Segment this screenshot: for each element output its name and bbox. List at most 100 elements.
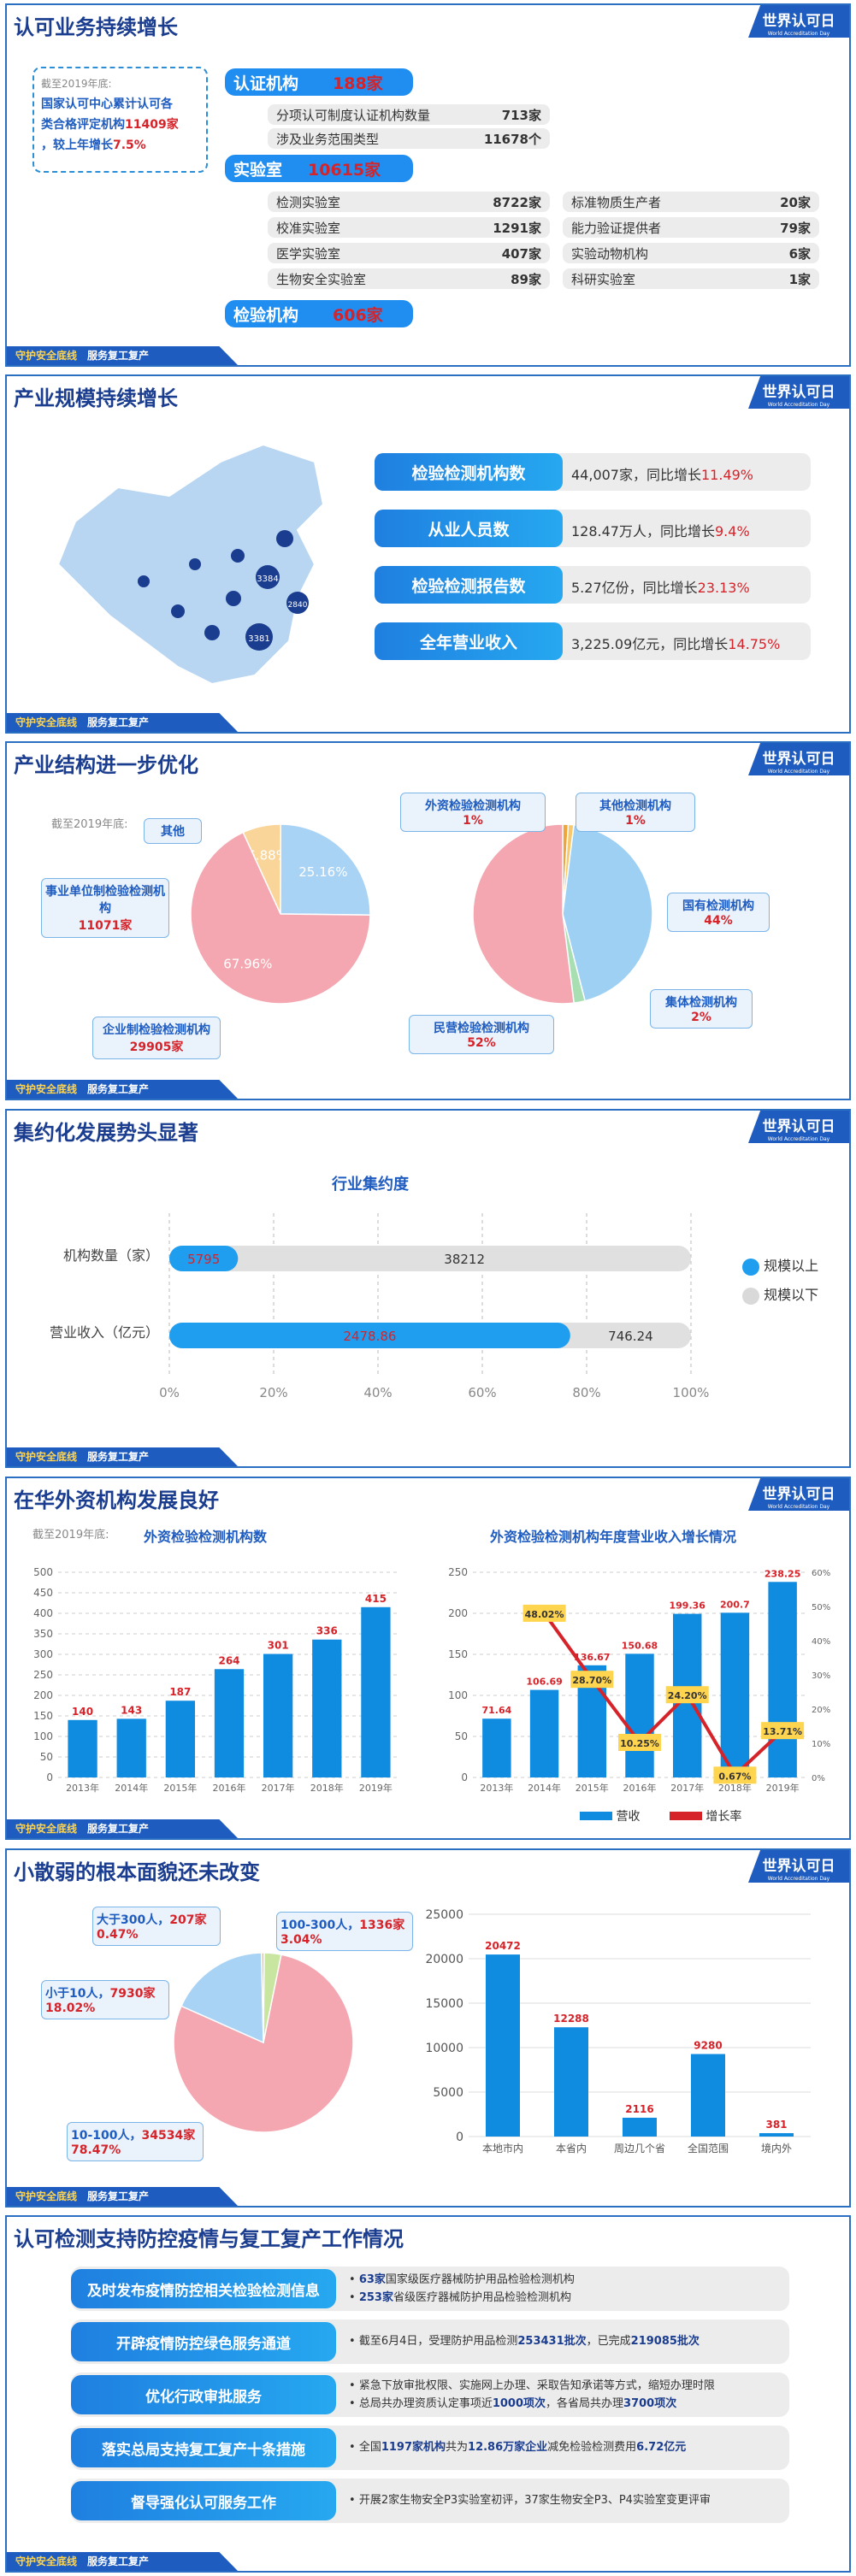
y2-tick-label: 20%: [812, 1706, 830, 1715]
epidemic-row-text: • 开展2家生物安全P3实验室初评，37家生物安全P3、P4实验室变更评审: [349, 2491, 785, 2509]
scale-item-value: 5.27亿份，同比增长23.13%: [571, 580, 750, 596]
row-label: 实验动物机构: [571, 245, 649, 262]
row-value: 89家: [511, 271, 541, 287]
section-title: 在华外资机构发展良好: [14, 1488, 219, 1512]
footer-banner: 守护安全底线 服务复工复产: [7, 2552, 238, 2571]
row-value: 11678个: [483, 131, 541, 147]
legend-swatch: [669, 1812, 702, 1820]
bar: [691, 2054, 725, 2137]
lab-row: 检测实验室 8722家: [268, 192, 550, 212]
x-tick-label: 2013年: [480, 1782, 513, 1794]
y-tick-label: 20000: [425, 1953, 463, 1966]
epidemic-line: • 截至6月4日，受理防护用品检测253431批次，已完成219085批次: [349, 2335, 700, 2348]
world-accreditation-day-badge: 世界认可日 World Accreditation Day: [748, 1111, 849, 1143]
bar: [720, 1612, 750, 1777]
pie2-slice: [562, 823, 653, 1002]
section-title: 产业规模持续增长: [14, 386, 178, 410]
y-tick-label: 200: [33, 1689, 53, 1701]
bar: [759, 2133, 794, 2137]
section-accreditation: 认可业务持续增长 世界认可日 World Accreditation Day 截至…: [5, 3, 851, 367]
row-value: 8722家: [493, 194, 541, 210]
bar: [116, 1718, 146, 1777]
svg-text:0.67%: 0.67%: [718, 1771, 751, 1782]
pie2-callout-collective: 集体检测机构 2%: [650, 989, 753, 1029]
epidemic-line: • 全国1197家机构共为12.86万家企业减免检验检测费用6.72亿元: [349, 2441, 687, 2454]
pie-chart-ownership: [472, 823, 653, 1005]
bar-value-label: 20472: [485, 1940, 521, 1952]
pie2-callout-private: 民营检验检测机构 52%: [409, 1015, 554, 1054]
bar-below: [169, 1246, 691, 1271]
x-tick-label: 2017年: [262, 1782, 295, 1794]
section-title: 小散弱的根本面貌还未改变: [14, 1860, 260, 1884]
epidemic-line: • 253家省级医疗器械防护用品检验检测机构: [349, 2291, 571, 2304]
epidemic-row-text: • 紧急下放审批权限、实施网上办理、采取告知承诺等方式，缩短办理时限 • 总局共办…: [349, 2377, 785, 2413]
y2-tick-label: 50%: [812, 1603, 830, 1612]
legend-swatch: [580, 1812, 612, 1820]
bar-value-label: 143: [121, 1704, 142, 1716]
epidemic-line: • 总局共办理资质认定事项近1000项次，各省局共办理3700项次: [349, 2397, 677, 2410]
section-epidemic: 认可检测支持防控疫情与复工复产工作情况 及时发布疫情防控相关检验检测信息 • 63…: [5, 2215, 851, 2573]
row-label: 生物安全实验室: [276, 271, 367, 287]
bar-value-label: 264: [218, 1654, 239, 1666]
scale-item-label: 检验检测机构数: [375, 453, 563, 491]
x-tick-label: 2015年: [576, 1782, 609, 1794]
footer-banner: 守护安全底线 服务复工复产: [7, 2187, 238, 2206]
rate-label: 0.67%: [713, 1766, 757, 1784]
bar-value-label: 136.67: [574, 1652, 610, 1663]
y2-tick-label: 60%: [812, 1569, 830, 1578]
scale-item-value: 44,007家，同比增长11.49%: [571, 467, 754, 483]
x-tick-label: 2019年: [766, 1782, 800, 1794]
category-label: 营业收入（亿元）: [50, 1324, 159, 1341]
bar-value-label: 9280: [694, 2039, 722, 2051]
section-small-scale: 小散弱的根本面貌还未改变 世界认可日 World Accreditation Da…: [5, 1848, 851, 2208]
row-value: 1291家: [493, 220, 541, 236]
svg-text:28.70%: 28.70%: [572, 1675, 611, 1686]
y-tick-label: 150: [33, 1710, 53, 1722]
scale-item-label: 检验检测报告数: [375, 566, 563, 604]
chart1-title: 外资检验检测机构数: [144, 1529, 268, 1545]
row-label: 检测实验室: [276, 194, 341, 210]
map-label: 3381: [248, 634, 269, 644]
bar-value-label: 199.36: [669, 1600, 705, 1612]
y-tick-label: 300: [33, 1648, 53, 1660]
legend-swatch: [742, 1287, 759, 1305]
bar-value-label: 336: [316, 1625, 338, 1637]
epidemic-row-text: • 截至6月4日，受理防护用品检测253431批次，已完成219085批次: [349, 2332, 785, 2350]
rate-label: 24.20%: [665, 1686, 709, 1704]
y-tick-label: 15000: [425, 1997, 463, 2011]
world-accreditation-day-badge: 世界认可日 World Accreditation Day: [748, 1478, 849, 1511]
section-structure: 产业结构进一步优化 世界认可日 World Accreditation Day 截…: [5, 741, 851, 1100]
y2-tick-label: 10%: [812, 1740, 830, 1749]
y2-tick-label: 30%: [812, 1671, 830, 1681]
x-tick-label: 本省内: [556, 2143, 587, 2155]
x-tick-label: 80%: [572, 1385, 600, 1400]
map-label: 3384: [257, 575, 278, 584]
scale-item-value: 3,225.09亿元，同比增长14.75%: [571, 636, 781, 652]
footer-banner: 守护安全底线 服务复工复产: [7, 713, 238, 732]
scale-item-label: 全年营业收入: [375, 622, 563, 660]
cert-pill: 认证机构 188家: [225, 68, 413, 96]
bar: [623, 2117, 657, 2137]
y-tick-label: 100: [33, 1730, 53, 1742]
svg-text:10.25%: 10.25%: [620, 1738, 659, 1749]
svg-text:13.71%: 13.71%: [763, 1726, 802, 1737]
y-tick-label: 25000: [425, 1908, 463, 1922]
row-label: 涉及业务范围类型: [276, 131, 380, 147]
row-value: 1家: [788, 271, 811, 287]
bar-above: [169, 1323, 570, 1348]
lab-row: 科研实验室 1家: [563, 268, 819, 289]
section-scale: 产业规模持续增长 世界认可日 World Accreditation Day 33…: [5, 374, 851, 734]
row-value: 407家: [501, 245, 541, 262]
y2-tick-label: 40%: [812, 1637, 830, 1647]
summary-note: 截至2019年底: 国家认可中心累计认可各 类合格评定机构11409家 ，较上年…: [32, 67, 208, 173]
pie6-callout-lt10: 小于10人，7930家 18.02%: [41, 1980, 169, 2019]
world-accreditation-day-badge: 世界认可日 World Accreditation Day: [748, 5, 849, 38]
category-label: 机构数量（家）: [63, 1247, 159, 1264]
bar: [529, 1689, 559, 1777]
x-tick-label: 2015年: [163, 1782, 197, 1794]
scale-item-label: 从业人员数: [375, 510, 563, 547]
row-value: 79家: [780, 220, 811, 236]
x-tick-label: 全国范围: [688, 2142, 729, 2155]
world-accreditation-day-badge: 世界认可日 World Accreditation Day: [748, 743, 849, 775]
pie1-pct-label: 25.16%: [298, 864, 347, 880]
